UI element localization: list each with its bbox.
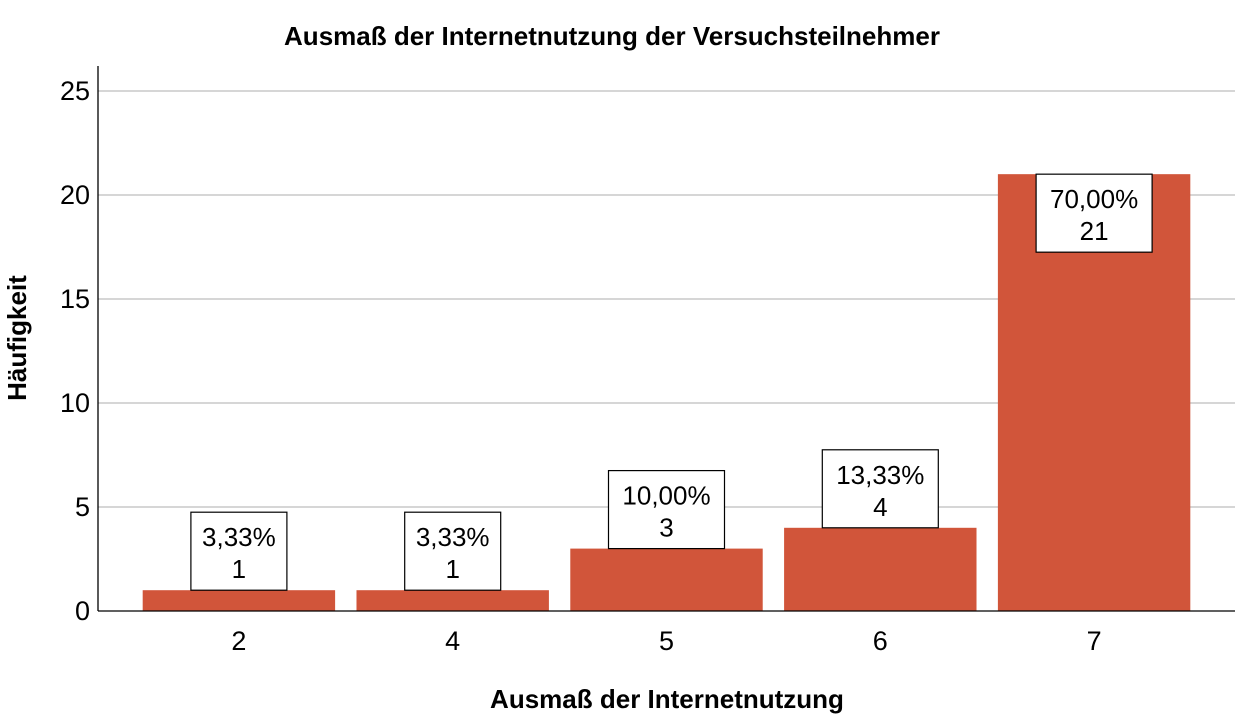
x-tick-label: 7 bbox=[1087, 626, 1102, 656]
x-tick-label: 5 bbox=[659, 626, 674, 656]
axes bbox=[97, 66, 1235, 612]
bar bbox=[356, 590, 549, 611]
data-label-percent: 13,33% bbox=[836, 460, 924, 490]
data-label-count: 1 bbox=[445, 554, 459, 584]
y-tick-label: 20 bbox=[60, 180, 90, 210]
data-label-count: 1 bbox=[232, 554, 246, 584]
x-tick-label: 2 bbox=[231, 626, 246, 656]
data-label-count: 4 bbox=[873, 492, 887, 522]
x-tick-label: 6 bbox=[873, 626, 888, 656]
y-axis-title: Häufigkeit bbox=[2, 275, 32, 401]
data-label-box bbox=[607, 469, 726, 550]
y-tick-label: 15 bbox=[60, 284, 90, 314]
data-label-box bbox=[404, 511, 502, 591]
bars bbox=[142, 174, 1191, 611]
x-tick-labels: 2 4 5 6 7 bbox=[231, 626, 1101, 656]
data-label-percent: 70,00% bbox=[1050, 184, 1138, 214]
data-labels: 3,33%13,33%110,00%313,33%470,00%21 bbox=[190, 173, 1153, 591]
bar bbox=[142, 590, 336, 611]
data-label-count: 21 bbox=[1080, 216, 1109, 246]
x-axis-title: Ausmaß der Internetnutzung bbox=[490, 684, 844, 714]
y-tick-label: 5 bbox=[75, 492, 90, 522]
y-tick-labels: 0 5 10 15 20 25 bbox=[60, 76, 90, 626]
data-label-percent: 3,33% bbox=[202, 522, 276, 552]
data-label-count: 3 bbox=[659, 513, 673, 543]
y-tick-label: 25 bbox=[60, 76, 90, 106]
data-label-percent: 3,33% bbox=[416, 522, 490, 552]
data-label-box bbox=[821, 449, 939, 529]
data-label-box bbox=[190, 511, 288, 591]
bar bbox=[784, 527, 977, 611]
y-tick-label: 0 bbox=[75, 596, 90, 626]
data-label-percent: 10,00% bbox=[622, 481, 710, 511]
chart-title: Ausmaß der Internetnutzung der Versuchst… bbox=[284, 21, 940, 51]
x-tick-label: 4 bbox=[445, 626, 460, 656]
data-label-box bbox=[1035, 173, 1153, 253]
y-tick-label: 10 bbox=[60, 388, 90, 418]
bar bbox=[570, 548, 763, 611]
